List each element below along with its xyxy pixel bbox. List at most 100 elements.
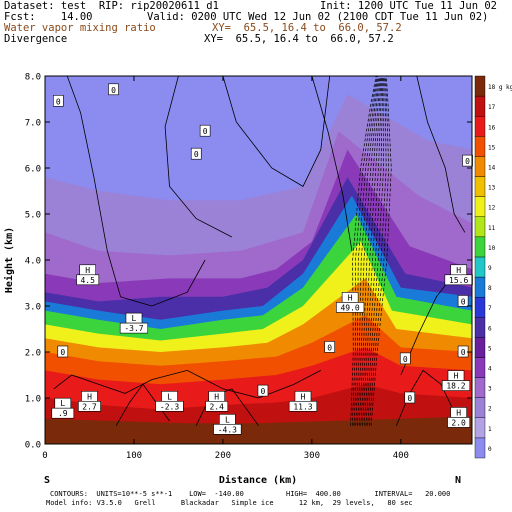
contour-core-line-3 bbox=[355, 76, 380, 426]
extremum-kind-11: H bbox=[456, 408, 461, 417]
extremum-value-box-0 bbox=[76, 274, 100, 286]
endpoint-left-label: S bbox=[44, 475, 50, 486]
contour-label-9: 0 bbox=[461, 297, 466, 306]
y-tick-label-3: 3.0 bbox=[25, 303, 41, 313]
colorbar-swatch-18 bbox=[474, 75, 486, 97]
contour-line-4 bbox=[416, 76, 466, 233]
contour-label-box-6 bbox=[324, 341, 335, 353]
contour-core-line-11 bbox=[368, 76, 390, 426]
y-tick-label-6: 6.0 bbox=[25, 165, 41, 175]
extremum-kind-2: H bbox=[348, 293, 353, 302]
contour-label-1: 0 bbox=[111, 86, 116, 95]
contour-label-box-1 bbox=[108, 83, 119, 96]
extremum-value-box-11 bbox=[447, 417, 471, 428]
extremum-kind-1: L bbox=[132, 314, 137, 323]
colorbar-label-15: 15 bbox=[488, 144, 496, 151]
extremum-value-box-9 bbox=[288, 400, 318, 412]
dataset-line: Dataset: test RIP: rip20020611 d1 bbox=[4, 0, 219, 12]
extremum-kind-5: H bbox=[87, 392, 92, 401]
colorbar-label-17: 17 bbox=[488, 104, 496, 111]
y-tick-label-2: 2.0 bbox=[25, 349, 41, 359]
colorbar-swatch-7 bbox=[474, 296, 486, 318]
colorbar-label-9: 9 bbox=[488, 265, 492, 272]
colorbar-swatch-11 bbox=[474, 216, 486, 238]
colorbar-swatch-13 bbox=[474, 176, 486, 197]
contour-line-9 bbox=[396, 369, 455, 426]
contour-line-2 bbox=[222, 76, 331, 187]
contour-core-line-9 bbox=[365, 76, 385, 426]
extremum-kind-8: L bbox=[225, 415, 230, 424]
contour-label-box-9 bbox=[457, 295, 469, 307]
contour-core-line-5 bbox=[358, 76, 381, 426]
contour-line-3 bbox=[311, 76, 353, 251]
extremum-kind-10: H bbox=[454, 372, 459, 381]
x-tick-label-2: 200 bbox=[215, 451, 231, 461]
contour-label-7: 0 bbox=[407, 394, 412, 403]
field-xy-divergence: XY= 65.5, 16.4 to 66.0, 57.2 bbox=[204, 33, 394, 45]
init-line: Init: 1200 UTC Tue 11 Jun 02 bbox=[320, 0, 498, 12]
colorbar-label-16: 16 bbox=[488, 124, 496, 131]
contour-label-box-8 bbox=[399, 352, 411, 365]
extremum-value-6: -2.3 bbox=[160, 402, 179, 411]
footer-model-info: Model info: V3.5.0 Grell Blackadar Simpl… bbox=[46, 499, 413, 507]
colorbar-swatch-15 bbox=[474, 136, 486, 157]
colorbar-swatch-17 bbox=[474, 95, 486, 117]
contour-core-line-8 bbox=[363, 76, 384, 426]
colorbar-swatch-16 bbox=[474, 116, 486, 137]
contour-label-box-3 bbox=[199, 124, 211, 137]
fcst-line: Fcst: 14.00 bbox=[4, 11, 93, 23]
contour-label-8: 0 bbox=[403, 355, 408, 364]
extremum-value-box-4 bbox=[51, 407, 75, 419]
colorbar-swatch-9 bbox=[474, 256, 486, 278]
extremum-value-7: 2.4 bbox=[209, 402, 224, 411]
colorbar-swatch-10 bbox=[474, 236, 486, 258]
extremum-value-5: 2.7 bbox=[82, 402, 97, 411]
y-tick-label-0: 0.0 bbox=[25, 441, 41, 451]
contour-core-line-10 bbox=[367, 76, 387, 426]
divergence-contours bbox=[53, 76, 466, 426]
extremum-kind-7: H bbox=[214, 392, 219, 401]
extremum-value-8: -4.3 bbox=[218, 425, 237, 434]
extremum-value-box-10 bbox=[441, 380, 471, 391]
contour-label-box-7 bbox=[404, 391, 416, 404]
colorbar-swatch-14 bbox=[474, 156, 486, 177]
extremum-value-11: 2.0 bbox=[451, 418, 466, 427]
extremum-value-box-2 bbox=[336, 302, 365, 313]
colorbar-swatch-12 bbox=[474, 196, 486, 217]
contour-line-0 bbox=[66, 76, 206, 307]
contour-label-11: 0 bbox=[465, 157, 470, 166]
contour-line-1 bbox=[164, 76, 232, 238]
contour-line-7 bbox=[195, 388, 259, 426]
contour-label-10: 0 bbox=[461, 348, 466, 357]
colorbar-label-8: 8 bbox=[488, 285, 492, 292]
contour-core-line-6 bbox=[360, 76, 382, 426]
moisture-band-18 bbox=[45, 416, 472, 444]
contour-core-line-1 bbox=[351, 76, 378, 426]
contour-label-0: 0 bbox=[56, 97, 61, 106]
contour-core-line-2 bbox=[353, 76, 379, 426]
x-axis-label: Distance (km) bbox=[219, 474, 297, 486]
colorbar-swatch-3 bbox=[474, 377, 486, 398]
colorbar-label-11: 11 bbox=[488, 225, 496, 232]
extremum-value-9: 11.3 bbox=[293, 402, 312, 411]
extremum-value-box-7 bbox=[205, 400, 229, 412]
colorbar-label-18: 18 g kg-1 bbox=[488, 84, 512, 91]
colorbar-label-3: 3 bbox=[488, 386, 492, 393]
contour-labels: 000000000000H4.5L-3.7H49.0H15.6L.9H2.7L-… bbox=[51, 83, 473, 435]
field-xy-mixing-ratio: XY= 65.5, 16.4 to 66.0, 57.2 bbox=[212, 22, 402, 34]
contour-label-box-11 bbox=[462, 154, 473, 167]
extremum-value-2: 49.0 bbox=[340, 303, 359, 312]
colorbar-swatch-5 bbox=[474, 337, 486, 358]
colorbar-label-10: 10 bbox=[488, 245, 496, 252]
contour-label-box-0 bbox=[53, 95, 64, 107]
colorbar-swatch-2 bbox=[474, 397, 486, 418]
extremum-kind-9: H bbox=[301, 392, 306, 401]
moisture-shading bbox=[45, 76, 472, 444]
contour-label-5: 0 bbox=[261, 387, 266, 396]
colorbar-label-14: 14 bbox=[488, 164, 496, 171]
contour-core-line-0 bbox=[350, 76, 377, 426]
colorbar-label-0: 0 bbox=[488, 446, 492, 453]
field-name-mixing-ratio: Water vapor mixing ratio bbox=[4, 22, 156, 34]
